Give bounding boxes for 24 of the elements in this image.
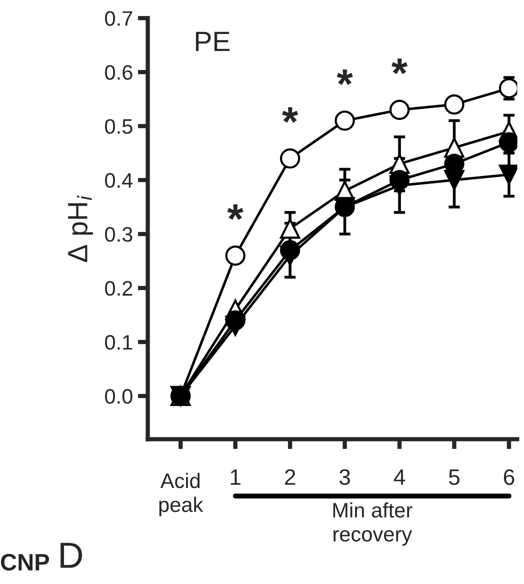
x-tick-label: 5 bbox=[448, 469, 460, 485]
annotation: * bbox=[392, 58, 408, 74]
y-tick-label: 0.0 bbox=[105, 388, 132, 404]
y-tick-label: 0.5 bbox=[105, 119, 132, 134]
y-tick-label: 0.4 bbox=[105, 173, 133, 188]
annotation: * bbox=[282, 107, 298, 123]
y-tick-label: 0.1 bbox=[105, 335, 132, 350]
x-tick-label: 6 bbox=[504, 469, 514, 485]
x-tick-label: Acid peak bbox=[159, 472, 204, 516]
y-tick-label: 0.3 bbox=[105, 227, 132, 242]
annotation: PE bbox=[196, 32, 230, 51]
x-tick-label: 3 bbox=[339, 469, 350, 485]
x-axis-title: Min after recovery bbox=[333, 502, 412, 546]
y-tick-label: 0.2 bbox=[105, 281, 132, 296]
text: CNP bbox=[0, 554, 50, 571]
y-tick-label: 0.7 bbox=[105, 11, 132, 26]
annotation: * bbox=[336, 69, 353, 85]
x-tick-label: 2 bbox=[285, 469, 296, 485]
annotation: * bbox=[227, 204, 244, 220]
x-tick-label: 1 bbox=[230, 469, 240, 485]
x-tick-label: 4 bbox=[394, 469, 406, 485]
text: D bbox=[60, 542, 82, 568]
y-axis-title: Δ pH$_{i}$ bbox=[68, 195, 93, 262]
y-tick-label: 0.6 bbox=[105, 65, 132, 80]
